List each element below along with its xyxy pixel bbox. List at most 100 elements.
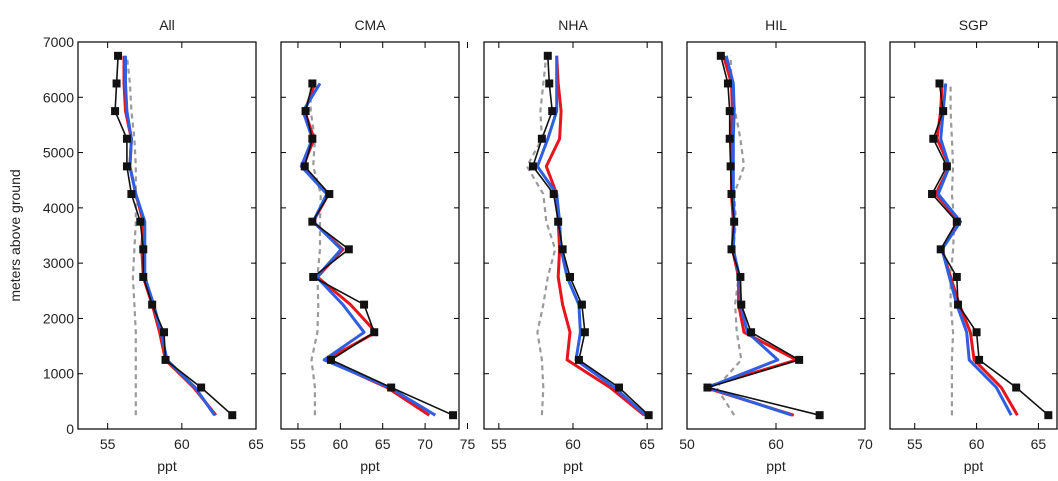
data-point-marker xyxy=(975,355,984,364)
panel-cma: CMA 55 60 65 70 75 ppt xyxy=(280,17,476,474)
panel-nha: NHA 55 60 65 ppt xyxy=(483,17,663,474)
panel-title: CMA xyxy=(354,17,386,33)
panel-data xyxy=(299,82,454,417)
series-line-blue xyxy=(124,55,216,417)
x-tick-label: 75 xyxy=(460,436,476,452)
data-point-marker xyxy=(112,79,121,88)
data-point-marker xyxy=(736,272,745,281)
data-point-marker xyxy=(308,217,317,226)
panel-title: NHA xyxy=(558,17,588,33)
panel-frame xyxy=(280,41,460,430)
series-line-obs xyxy=(303,83,454,416)
data-point-marker xyxy=(952,272,961,281)
series-line-obs xyxy=(706,55,820,416)
data-point-marker xyxy=(301,107,310,116)
x-tick-label: 65 xyxy=(639,436,655,452)
data-point-marker xyxy=(928,190,937,199)
data-point-marker xyxy=(325,190,334,199)
panel-data xyxy=(525,55,650,417)
series-line-red xyxy=(703,55,798,417)
data-point-marker xyxy=(972,328,981,337)
data-point-marker xyxy=(727,245,736,254)
data-point-marker xyxy=(1044,411,1053,420)
data-point-marker xyxy=(939,107,948,116)
x-tick-label: 60 xyxy=(333,436,349,452)
data-point-marker xyxy=(114,51,123,60)
data-point-marker xyxy=(815,411,824,420)
data-point-marker xyxy=(954,300,963,309)
panel-frame xyxy=(483,41,663,430)
x-axis-label: ppt xyxy=(360,458,380,474)
data-point-marker xyxy=(308,134,317,143)
data-point-marker xyxy=(942,162,951,171)
data-point-marker xyxy=(139,245,148,254)
x-tick-label: 60 xyxy=(174,436,190,452)
data-point-marker xyxy=(449,411,458,420)
panel-data xyxy=(703,55,820,417)
panel-sgp: SGP 55 60 65 ppt xyxy=(889,17,1058,474)
data-point-marker xyxy=(580,328,589,337)
data-point-marker xyxy=(148,300,157,309)
series-line-blue xyxy=(299,82,437,417)
x-tick-label: 60 xyxy=(565,436,581,452)
x-tick-label: 55 xyxy=(491,436,507,452)
data-point-marker xyxy=(161,355,170,364)
data-point-marker xyxy=(730,217,739,226)
y-tick-label: 2000 xyxy=(43,310,74,326)
x-axis-label: ppt xyxy=(964,458,984,474)
y-tick-label: 4000 xyxy=(43,200,74,216)
data-point-marker xyxy=(936,245,945,254)
series-line-dashed xyxy=(949,83,956,416)
x-tick-label: 65 xyxy=(375,436,391,452)
data-point-marker xyxy=(574,355,583,364)
data-point-marker xyxy=(309,272,318,281)
x-tick-label: 65 xyxy=(1031,436,1047,452)
x-tick-label: 70 xyxy=(857,436,873,452)
series-line-red xyxy=(301,82,431,417)
data-point-marker xyxy=(566,272,575,281)
data-point-marker xyxy=(543,51,552,60)
data-point-marker xyxy=(545,79,554,88)
data-point-marker xyxy=(127,190,136,199)
data-point-marker xyxy=(160,328,169,337)
data-point-marker xyxy=(197,383,206,392)
data-point-marker xyxy=(558,245,567,254)
data-point-marker xyxy=(727,190,736,199)
x-axis-label: ppt xyxy=(563,458,583,474)
panel-title: HIL xyxy=(765,17,787,33)
series-line-obs xyxy=(532,55,650,416)
data-point-marker xyxy=(122,162,131,171)
data-point-marker xyxy=(327,355,336,364)
y-tick-label: 7000 xyxy=(43,34,74,50)
data-point-marker xyxy=(308,79,317,88)
data-point-marker xyxy=(537,134,546,143)
data-point-marker xyxy=(726,162,735,171)
series-line-dashed xyxy=(715,55,746,416)
data-point-marker xyxy=(300,162,309,171)
x-tick-label: 55 xyxy=(100,436,116,452)
data-point-marker xyxy=(228,411,237,420)
panel-frame xyxy=(686,41,866,430)
y-tick-label: 6000 xyxy=(43,89,74,105)
x-tick-label: 60 xyxy=(768,436,784,452)
data-point-marker xyxy=(935,79,944,88)
y-tick-label: 0 xyxy=(66,421,74,437)
data-point-marker xyxy=(747,328,756,337)
data-point-marker xyxy=(549,190,558,199)
panel-data xyxy=(931,83,1049,416)
panel-frame xyxy=(889,41,1058,430)
series-line-obs xyxy=(114,55,233,416)
series-line-obs xyxy=(931,83,1049,416)
data-point-marker xyxy=(644,411,653,420)
panel-title: All xyxy=(159,17,175,33)
x-tick-label: 50 xyxy=(679,436,695,452)
data-point-marker xyxy=(548,107,557,116)
x-tick-label: 55 xyxy=(290,436,306,452)
data-point-marker xyxy=(952,217,961,226)
series-line-blue xyxy=(936,83,1013,416)
data-point-marker xyxy=(111,107,120,116)
data-point-marker xyxy=(725,134,734,143)
data-point-marker xyxy=(614,383,623,392)
